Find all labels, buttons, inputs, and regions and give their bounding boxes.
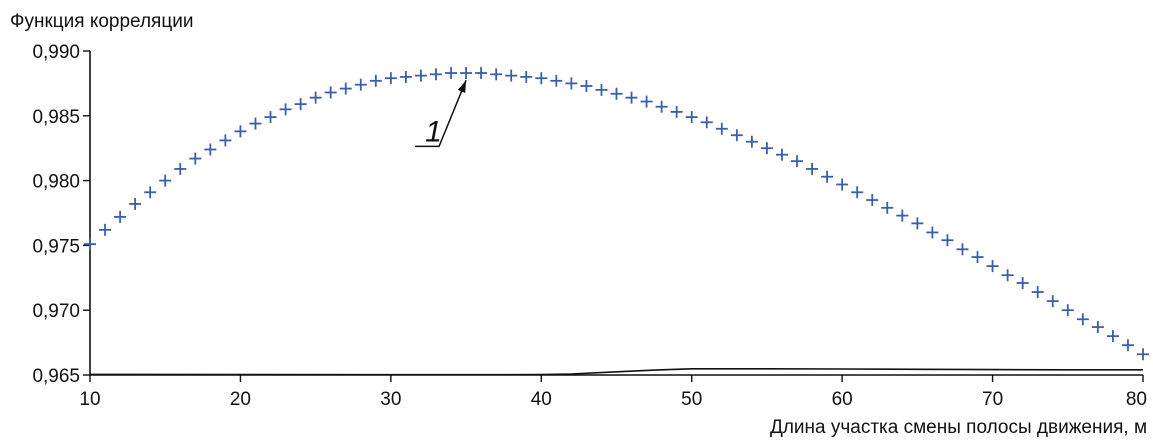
data-point [264,111,277,124]
data-point [700,116,713,129]
data-point [791,155,804,168]
data-point [384,72,397,85]
y-ticks: 0,965 0,970 0,975 0,980 0,985 0,990 [32,42,90,387]
x-tick-label: 40 [531,389,552,410]
data-point [971,251,984,264]
data-point [806,162,819,175]
data-point [580,79,593,92]
data-point [640,95,653,108]
data-point [881,201,894,214]
data-point [730,129,743,142]
x-tick-label: 80 [1126,389,1147,410]
data-point [610,87,623,100]
data-point [129,197,142,210]
annotation-leader [415,80,467,148]
data-point [339,82,352,95]
data-point [159,174,172,187]
data-point [99,223,112,236]
y-tick-label: 0,990 [32,42,80,63]
data-point [294,98,307,111]
data-point [625,91,638,104]
data-point [1106,330,1119,343]
data-point [685,111,698,124]
x-axis-label: Длина участка смены полосы движения, м [770,417,1147,438]
data-point [189,152,202,165]
annotation-1: 1 [415,80,467,148]
data-point [821,170,834,183]
data-point [1091,321,1104,334]
data-point [1001,269,1014,282]
x-tick-label: 30 [380,389,401,410]
data-point [309,91,322,104]
data-point [354,78,367,91]
data-point [144,186,157,199]
x-tick-label: 70 [982,389,1003,410]
data-point [399,70,412,83]
y-tick-label: 0,980 [32,172,80,193]
data-point [941,234,954,247]
data-point [911,217,924,230]
data-point [84,238,96,251]
data-points [84,67,1149,361]
data-point [1016,276,1029,289]
data-point [174,162,187,175]
data-point [896,209,909,222]
data-point [1046,295,1059,308]
data-point [1061,304,1074,317]
data-point [986,260,999,273]
data-point [204,143,217,156]
data-point [1121,339,1134,352]
data-point [836,178,849,191]
data-point [565,77,578,90]
data-point [114,210,127,223]
data-point [279,103,292,116]
data-point [926,226,939,239]
y-axis-label: Функция корреляции [10,11,193,32]
data-point [1076,313,1089,326]
x-tick-label: 10 [79,389,100,410]
data-point [595,83,608,96]
x-tick-label: 60 [832,389,853,410]
data-point [1137,348,1149,361]
data-point [324,86,337,99]
baseline-curve [89,368,1143,376]
data-point [655,100,668,113]
x-tick-label: 50 [681,389,702,410]
data-point [219,134,232,147]
data-point [760,142,773,155]
data-point [520,70,533,83]
data-point [249,117,262,130]
data-point [550,74,563,87]
y-tick-label: 0,970 [32,301,80,322]
data-point [775,148,788,161]
data-point [234,125,247,138]
data-point [460,67,473,80]
data-point [745,135,758,148]
data-point [1031,286,1044,299]
data-point [956,243,969,256]
data-point [866,194,879,207]
data-point [429,68,442,81]
y-tick-label: 0,965 [32,366,80,387]
x-ticks: 10 20 30 40 50 60 70 80 [79,375,1147,410]
data-point [505,69,518,82]
y-tick-label: 0,975 [32,236,80,257]
data-point [715,122,728,135]
data-point [475,67,488,80]
data-point [851,186,864,199]
data-point [490,68,503,81]
data-point [369,74,382,87]
data-point [414,69,427,82]
y-tick-label: 0,985 [32,107,80,128]
x-tick-label: 20 [230,389,251,410]
annotation-label: 1 [425,115,442,148]
data-point [670,105,683,118]
data-point [535,72,548,85]
annotation-arrowhead [457,80,467,93]
data-point [445,67,458,80]
